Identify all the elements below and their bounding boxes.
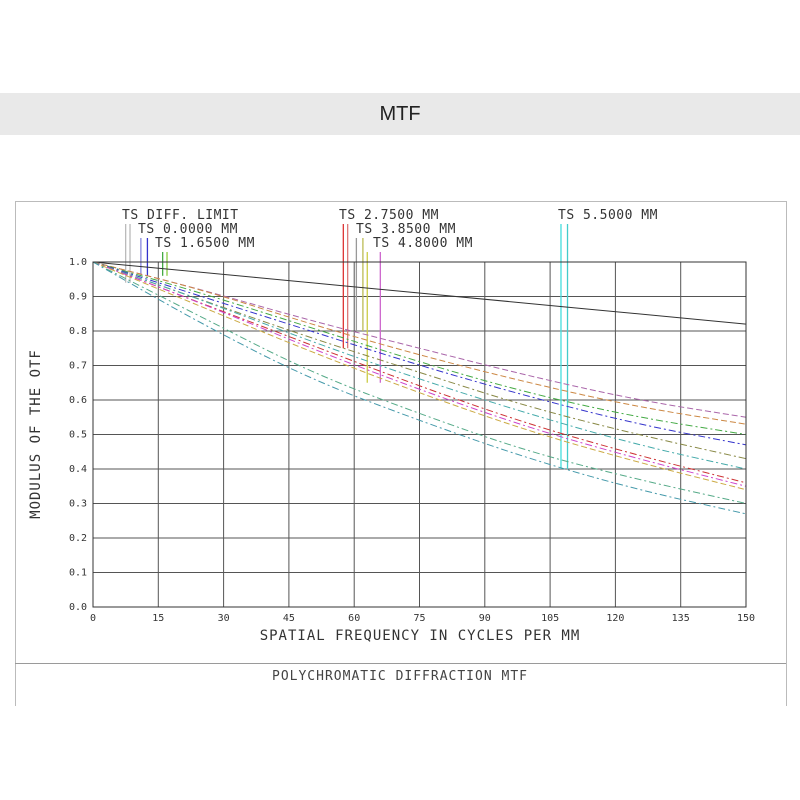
x-tick-label: 135 [672,613,690,624]
legend-label: TS 3.8500 MM [356,222,456,237]
series-line-5 [92,261,747,446]
series-line-11 [92,261,747,504]
y-tick-label: 0.3 [69,499,87,510]
x-tick-label: 105 [541,613,559,624]
footer-separator [15,663,786,664]
y-tick-label: 1.0 [69,257,87,268]
legend-label: TS 5.5000 MM [558,208,658,223]
x-tick-label: 60 [348,613,360,624]
page-title: MTF [379,103,421,125]
series-line-2 [92,261,747,418]
y-tick-label: 0.2 [69,533,87,544]
x-tick-labels: 0 15 30 45 60 75 90 105 120 135 150 [90,613,755,624]
series-line-7 [92,261,747,470]
x-tick-label: 75 [413,613,425,624]
y-tick-labels: 0.0 0.1 0.2 0.3 0.4 0.5 0.6 0.7 0.8 0.9 1.0 [69,257,87,613]
series-line-9 [92,261,747,487]
x-tick-label: 120 [606,613,624,624]
y-tick-label: 0.6 [69,395,87,406]
legend-markers [125,224,569,469]
series-line-3 [92,261,747,425]
y-axis-label: MODULUS OF THE OTF [28,349,44,519]
y-tick-label: 0.7 [69,361,87,372]
chart-footer: POLYCHROMATIC DIFFRACTION MTF [272,669,528,684]
page-header: MTF [0,93,800,135]
x-tick-label: 0 [90,613,96,624]
series-lines [92,261,747,515]
y-tick-label: 0.8 [69,326,87,337]
x-axis-label: SPATIAL FREQUENCY IN CYCLES PER MM [260,628,581,644]
legend-label: TS 4.8000 MM [373,236,473,251]
grid [93,262,746,607]
y-tick-label: 0.0 [69,602,87,613]
plot-border [92,261,747,608]
x-tick-label: 150 [737,613,755,624]
legend-label: TS 1.6500 MM [155,236,255,251]
series-line-10 [92,261,747,491]
x-tick-label: 90 [479,613,491,624]
x-tick-label: 45 [283,613,295,624]
chart-frame [15,201,787,706]
legend-label: TS 2.7500 MM [339,208,439,223]
x-tick-label: 15 [152,613,164,624]
y-tick-label: 0.4 [69,464,87,475]
y-tick-label: 0.9 [69,292,87,303]
x-tick-label: 30 [218,613,230,624]
y-tick-label: 0.1 [69,568,87,579]
legend-label: TS DIFF. LIMIT [122,208,239,223]
series-line-4 [92,261,747,435]
series-line-1 [92,261,747,325]
legend-label: TS 0.0000 MM [138,222,238,237]
y-tick-label: 0.5 [69,430,87,441]
